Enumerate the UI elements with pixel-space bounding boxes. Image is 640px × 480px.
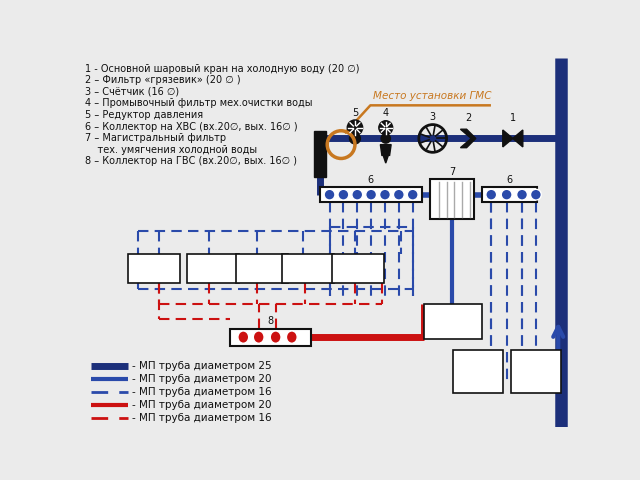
Bar bbox=[187, 254, 239, 283]
Text: Стираль-
ная
машина: Стираль- ная машина bbox=[456, 356, 499, 386]
Circle shape bbox=[365, 189, 376, 200]
Ellipse shape bbox=[270, 331, 281, 343]
Bar bbox=[314, 131, 326, 177]
Text: Биде: Биде bbox=[295, 264, 321, 274]
Ellipse shape bbox=[238, 331, 249, 343]
Bar bbox=[320, 187, 422, 203]
Text: 5 – Редуктор давления: 5 – Редуктор давления bbox=[86, 110, 204, 120]
Text: тех. умягчения холодной воды: тех. умягчения холодной воды bbox=[86, 144, 257, 155]
Bar bbox=[332, 254, 384, 283]
Bar bbox=[424, 304, 482, 339]
Circle shape bbox=[338, 189, 349, 200]
Circle shape bbox=[379, 121, 393, 134]
Ellipse shape bbox=[253, 331, 264, 343]
Text: Посудо-
моечная
машина: Посудо- моечная машина bbox=[516, 356, 556, 386]
Bar bbox=[236, 254, 288, 283]
Bar bbox=[452, 350, 503, 393]
Circle shape bbox=[349, 132, 361, 144]
Text: 6 – Коллектор на ХВС (вх.20∅, вых. 16∅ ): 6 – Коллектор на ХВС (вх.20∅, вых. 16∅ ) bbox=[86, 121, 298, 132]
Polygon shape bbox=[460, 129, 476, 148]
Text: - МП труба диаметром 16: - МП труба диаметром 16 bbox=[132, 413, 272, 423]
Polygon shape bbox=[513, 130, 523, 147]
Text: 6: 6 bbox=[507, 175, 513, 185]
Circle shape bbox=[352, 189, 363, 200]
Text: Котёл
(ГВС): Котёл (ГВС) bbox=[437, 310, 468, 332]
Text: Унитаз: Унитаз bbox=[340, 264, 376, 274]
Bar bbox=[429, 179, 474, 219]
Circle shape bbox=[394, 189, 404, 200]
Bar bbox=[230, 329, 311, 346]
Text: 4 – Промывочный фильтр мех.очистки воды: 4 – Промывочный фильтр мех.очистки воды bbox=[86, 98, 313, 108]
Circle shape bbox=[501, 189, 512, 200]
Text: Место установки ГМС: Место установки ГМС bbox=[372, 92, 491, 101]
Text: - МП труба диаметром 20: - МП труба диаметром 20 bbox=[132, 400, 272, 410]
Text: 6: 6 bbox=[367, 175, 373, 185]
Text: 1 - Основной шаровый кран на холодную воду (20 ∅): 1 - Основной шаровый кран на холодную во… bbox=[86, 64, 360, 74]
Circle shape bbox=[348, 120, 363, 135]
Polygon shape bbox=[503, 130, 513, 147]
Text: 7: 7 bbox=[449, 167, 455, 177]
Text: 8: 8 bbox=[267, 316, 273, 326]
Text: Ванна: Ванна bbox=[246, 264, 278, 274]
Circle shape bbox=[407, 189, 418, 200]
Text: 4: 4 bbox=[383, 108, 389, 119]
Bar bbox=[282, 254, 334, 283]
Text: 8 – Коллектор на ГВС (вх.20∅, вых. 16∅ ): 8 – Коллектор на ГВС (вх.20∅, вых. 16∅ ) bbox=[86, 156, 298, 166]
Text: - МП труба диаметром 25: - МП труба диаметром 25 bbox=[132, 360, 272, 371]
Text: - МП труба диаметром 20: - МП труба диаметром 20 bbox=[132, 374, 272, 384]
Text: Раковина: Раковина bbox=[189, 264, 237, 274]
Polygon shape bbox=[380, 144, 391, 156]
Text: 1: 1 bbox=[509, 113, 516, 123]
Bar bbox=[482, 187, 538, 203]
Polygon shape bbox=[383, 154, 389, 163]
Circle shape bbox=[531, 189, 541, 200]
Text: 2: 2 bbox=[465, 113, 471, 123]
Bar bbox=[511, 350, 561, 393]
Text: Кухонная
мойка: Кухонная мойка bbox=[129, 258, 179, 279]
Text: 5: 5 bbox=[352, 108, 358, 119]
Text: 3: 3 bbox=[429, 111, 436, 121]
Ellipse shape bbox=[287, 331, 297, 343]
Circle shape bbox=[516, 189, 527, 200]
Circle shape bbox=[380, 189, 390, 200]
Text: 3 – Счётчик (16 ∅): 3 – Счётчик (16 ∅) bbox=[86, 87, 180, 97]
Circle shape bbox=[486, 189, 497, 200]
Text: 2 – Фильтр «грязевик» (20 ∅ ): 2 – Фильтр «грязевик» (20 ∅ ) bbox=[86, 75, 241, 85]
Circle shape bbox=[380, 133, 391, 144]
Circle shape bbox=[324, 189, 335, 200]
Text: - МП труба диаметром 16: - МП труба диаметром 16 bbox=[132, 387, 272, 397]
Text: 7 – Магистральный фильтр: 7 – Магистральный фильтр bbox=[86, 133, 227, 143]
Bar bbox=[128, 254, 180, 283]
